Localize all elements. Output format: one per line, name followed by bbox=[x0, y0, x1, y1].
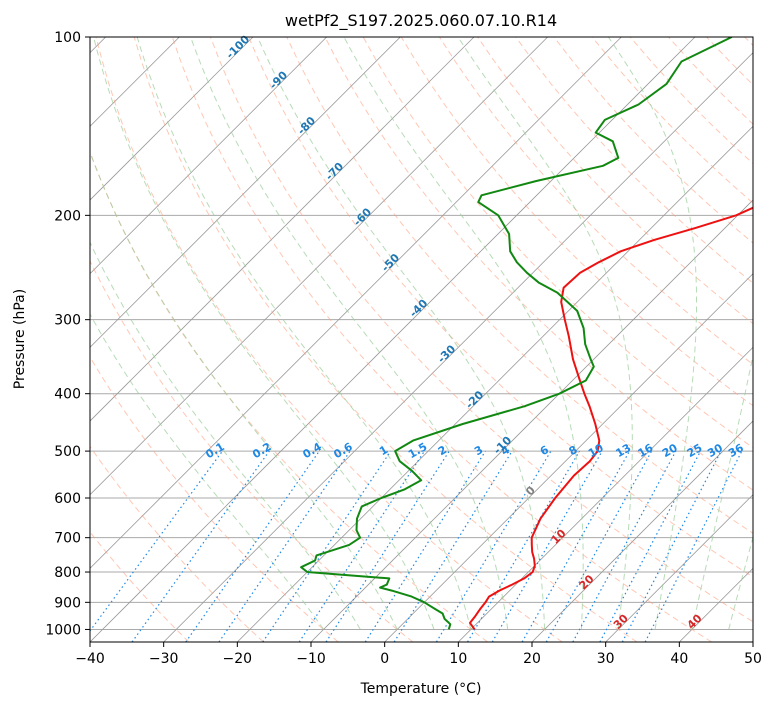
isotherm-line bbox=[384, 273, 753, 642]
x-tick-label: −20 bbox=[223, 651, 253, 667]
x-axis-label: Temperature (°C) bbox=[360, 681, 482, 697]
y-tick-label: 300 bbox=[54, 313, 81, 329]
dry-adiabat-line bbox=[95, 37, 563, 642]
isotherm-line bbox=[90, 37, 401, 348]
mixing-ratio-line bbox=[185, 450, 320, 642]
mixing-ratio-line bbox=[466, 450, 580, 642]
temperature-profile-line bbox=[469, 206, 753, 630]
background-lines bbox=[90, 37, 753, 642]
dry-adiabat-line bbox=[324, 37, 753, 491]
dry-adiabat-line bbox=[210, 37, 753, 623]
y-tick-label: 100 bbox=[54, 30, 81, 46]
plot-frame bbox=[89, 36, 754, 643]
profile-series bbox=[300, 37, 753, 630]
mixing-ratio-line bbox=[435, 450, 552, 642]
dry-adiabat-line bbox=[133, 37, 638, 642]
moist-adiabat-line bbox=[691, 352, 753, 630]
isotherm-line bbox=[605, 494, 753, 642]
isotherm-line bbox=[163, 52, 753, 642]
isotherm-line bbox=[90, 37, 254, 201]
isotherm-line bbox=[237, 125, 753, 642]
dewpoint-profile-line bbox=[300, 37, 733, 630]
isotherm-line bbox=[90, 37, 696, 642]
y-tick-label: 200 bbox=[54, 208, 81, 224]
y-tick-label: 500 bbox=[54, 444, 81, 460]
mixing-ratio-line bbox=[521, 450, 631, 642]
y-axis-ticks: 100 200 300 400 500 600 700 800 900 1000 bbox=[45, 30, 90, 638]
moist-adiabat-line bbox=[136, 37, 472, 630]
dry-adiabat-line bbox=[90, 445, 264, 642]
y-tick-label: 600 bbox=[54, 491, 81, 507]
moist-adiabat-line bbox=[457, 37, 633, 630]
moist-adiabat-line bbox=[343, 37, 584, 630]
y-tick-label: 700 bbox=[54, 531, 81, 547]
moist-adiabat-line bbox=[93, 37, 435, 630]
moist-adiabat-line bbox=[90, 312, 324, 630]
x-tick-label: 20 bbox=[523, 651, 541, 667]
x-tick-label: −30 bbox=[149, 651, 179, 667]
isotherm-line bbox=[90, 37, 327, 275]
dry-adiabat-line bbox=[286, 37, 753, 534]
x-tick-label: 0 bbox=[380, 651, 389, 667]
x-tick-label: 30 bbox=[597, 651, 615, 667]
moist-adiabat-line bbox=[90, 241, 361, 630]
chart-title: wetPf2_S197.2025.060.07.10.R14 bbox=[285, 11, 557, 31]
x-tick-label: −40 bbox=[75, 651, 105, 667]
mixing-ratio-line bbox=[393, 450, 513, 642]
y-tick-label: 400 bbox=[54, 387, 81, 403]
isotherm-line bbox=[90, 37, 475, 422]
x-tick-label: 50 bbox=[744, 651, 762, 667]
y-tick-label: 900 bbox=[54, 595, 81, 611]
isotherm-line bbox=[531, 420, 753, 642]
dry-adiabat-line bbox=[171, 37, 712, 642]
dry-adiabat-line bbox=[515, 37, 753, 284]
moist-adiabat-line bbox=[257, 37, 546, 630]
mixing-ratio-line bbox=[364, 450, 486, 642]
y-tick-label: 800 bbox=[54, 565, 81, 581]
mixing-ratio-line bbox=[491, 450, 603, 642]
x-tick-label: −10 bbox=[296, 651, 326, 667]
isotherm-line bbox=[90, 37, 548, 496]
dry-adiabat-line bbox=[90, 259, 414, 642]
moist-adiabat-line bbox=[190, 37, 509, 630]
isotherm-line bbox=[458, 346, 753, 642]
x-axis-ticks: −40 −30 −20 −10 0 10 20 30 40 50 bbox=[75, 642, 762, 667]
mixing-ratio-line bbox=[131, 450, 270, 642]
dry-adiabat-line bbox=[248, 37, 753, 578]
mixing-ratio-line bbox=[325, 450, 450, 642]
moist-adiabat-line bbox=[607, 37, 697, 630]
mixing-ratio-line bbox=[572, 450, 677, 642]
y-axis-label: Pressure (hPa) bbox=[12, 289, 28, 389]
mixing-ratio-line bbox=[545, 450, 653, 642]
mixing-ratio-line bbox=[298, 450, 425, 642]
moist-adiabat-line bbox=[728, 535, 753, 630]
y-tick-label: 1000 bbox=[45, 622, 81, 638]
x-tick-label: 40 bbox=[670, 651, 688, 667]
isotherm-line bbox=[90, 37, 622, 569]
x-tick-label: 10 bbox=[449, 651, 467, 667]
